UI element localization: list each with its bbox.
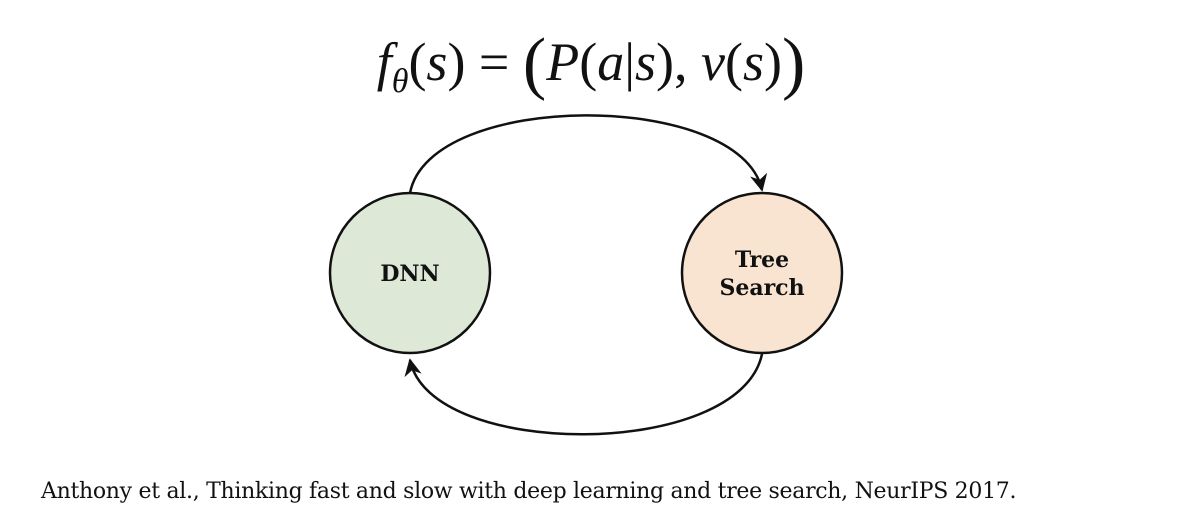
formula-paren: ( bbox=[724, 32, 743, 92]
formula: fθ(s) = (P(a|s), v(s)) bbox=[0, 22, 1182, 122]
formula-comma: , bbox=[674, 32, 701, 92]
formula-P: P bbox=[546, 32, 580, 92]
formula-big-paren: ( bbox=[522, 25, 547, 102]
dnn-node bbox=[328, 191, 492, 355]
formula-v: v bbox=[701, 32, 725, 92]
tree-search-label-line1: Tree bbox=[735, 247, 789, 273]
bottom-arrow bbox=[404, 353, 764, 436]
citation: Anthony et al., Thinking fast and slow w… bbox=[41, 479, 1017, 504]
formula-s: s bbox=[426, 32, 448, 92]
formula-f: f bbox=[376, 32, 392, 92]
dnn-label: DNN bbox=[380, 261, 439, 287]
formula-theta: θ bbox=[391, 63, 409, 100]
formula-big-paren: ) bbox=[781, 25, 806, 102]
tree-search-label-line2: Search bbox=[719, 275, 804, 301]
formula-bar: | bbox=[624, 32, 635, 92]
top-arrow bbox=[408, 114, 768, 194]
formula-s: s bbox=[742, 32, 764, 92]
formula-paren: ( bbox=[579, 32, 598, 92]
tree-search-node bbox=[680, 191, 844, 355]
formula-paren: ( bbox=[408, 32, 427, 92]
formula-equals: = bbox=[465, 32, 523, 92]
formula-paren: ) bbox=[447, 32, 466, 92]
formula-paren: ) bbox=[656, 32, 674, 92]
formula-a: a bbox=[597, 32, 625, 92]
formula-paren: ) bbox=[763, 32, 782, 92]
formula-s: s bbox=[635, 32, 657, 92]
